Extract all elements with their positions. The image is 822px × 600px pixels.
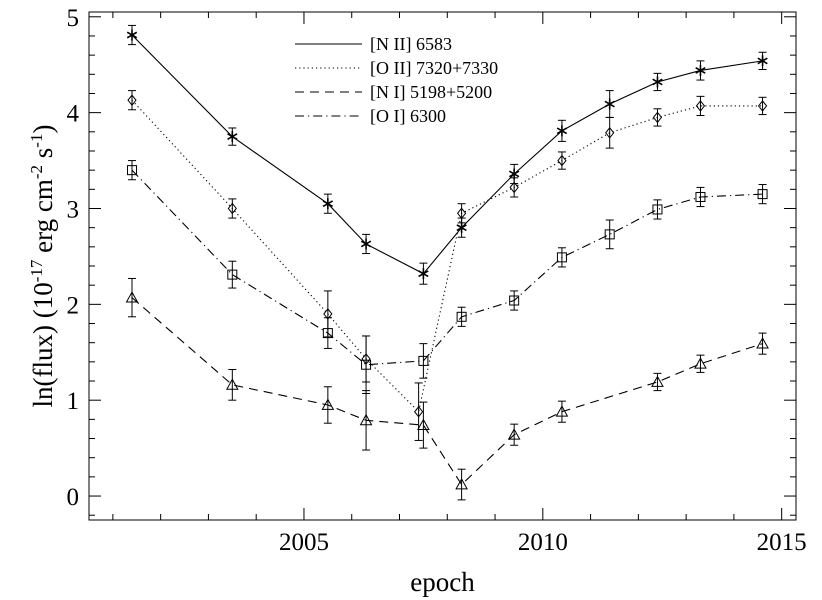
- asterisk-stroke: [418, 270, 429, 278]
- series-group: [126, 160, 768, 394]
- asterisk-stroke: [322, 200, 334, 208]
- asterisk-stroke: [360, 240, 372, 248]
- asterisk-stroke: [508, 170, 520, 178]
- triangle-marker: [321, 398, 335, 410]
- y-axis-label-unit: s: [28, 148, 58, 165]
- asterisk-stroke: [126, 31, 138, 39]
- y-tick-label: 1: [67, 388, 80, 415]
- series-layer: [125, 24, 769, 501]
- triangle-marker: [417, 418, 430, 431]
- legend-label: [O II] 7320+7330: [370, 58, 498, 78]
- triangle-marker: [756, 337, 769, 349]
- diamond-marker: [413, 405, 424, 418]
- square-marker: [604, 229, 615, 240]
- diamond-marker: [227, 202, 237, 215]
- legend: [N II] 6583 [O II] 7320+7330 [N I] 5198+52…: [295, 34, 498, 126]
- asterisk-stroke: [556, 127, 568, 135]
- diamond-marker: [605, 126, 615, 139]
- x-axis-label: epoch: [410, 567, 475, 597]
- asterisk-marker: [695, 64, 706, 76]
- asterisk-marker: [322, 198, 334, 210]
- y-tick-label: 0: [67, 484, 80, 511]
- asterisk-marker: [604, 98, 615, 110]
- triangle-marker: [125, 291, 139, 303]
- y-tick-label: 3: [67, 196, 80, 223]
- legend-label: [N I] 5198+5200: [370, 82, 492, 102]
- series-line: [131, 169, 763, 366]
- asterisk-marker: [757, 55, 768, 67]
- asterisk-marker: [126, 29, 138, 41]
- triangle-marker: [694, 357, 707, 369]
- asterisk-marker: [556, 125, 568, 137]
- y-axis-label-main: ln(flux) (10: [28, 282, 58, 407]
- triangle-marker: [225, 378, 239, 390]
- square-marker: [757, 189, 768, 200]
- square-marker: [322, 328, 333, 339]
- diamond-marker: [695, 100, 706, 112]
- x-tick-label: 2015: [757, 529, 807, 556]
- y-tick-label: 4: [67, 101, 80, 128]
- asterisk-marker: [360, 238, 372, 250]
- y-axis-label-exponent: -1: [27, 134, 46, 148]
- series-group: [125, 277, 769, 501]
- square-marker: [556, 252, 567, 263]
- triangle-marker: [651, 375, 664, 387]
- diamond-marker: [509, 181, 519, 194]
- x-tick-label: 2010: [518, 529, 568, 556]
- asterisk-stroke: [652, 78, 663, 86]
- square-marker: [361, 359, 372, 370]
- triangle-marker: [555, 405, 569, 417]
- asterisk-marker: [652, 76, 663, 88]
- asterisk-stroke: [604, 100, 615, 108]
- legend-label: [N II] 6583: [370, 34, 452, 54]
- diamond-marker: [757, 100, 768, 112]
- square-marker: [509, 295, 520, 306]
- triangle-marker: [507, 428, 521, 440]
- ticks: 2005 2010 2015 0 1 2 3 4 5: [67, 5, 807, 556]
- y-axis-label-end: ): [28, 125, 58, 134]
- triangle-marker: [359, 413, 373, 426]
- square-marker: [227, 269, 238, 280]
- x-tick-label: 2005: [279, 529, 329, 556]
- legend-label: [O I] 6300: [370, 106, 446, 126]
- diamond-marker: [652, 111, 663, 124]
- y-tick-label: 5: [67, 5, 80, 32]
- series-line: [131, 297, 763, 486]
- triangle-marker: [455, 478, 468, 490]
- square-marker: [418, 355, 429, 366]
- square-marker: [695, 191, 706, 202]
- y-tick-label: 2: [67, 292, 80, 319]
- asterisk-marker: [227, 131, 238, 143]
- y-axis-label-unit: erg cm: [28, 179, 58, 259]
- series-line: [131, 99, 763, 413]
- diamond-marker: [127, 94, 137, 106]
- square-marker: [456, 311, 467, 322]
- square-marker: [126, 165, 137, 176]
- series-group: [127, 90, 768, 441]
- diamond-marker: [557, 154, 567, 167]
- asterisk-stroke: [695, 67, 706, 74]
- y-axis-label-exponent: -2: [27, 165, 46, 179]
- diamond-marker: [456, 207, 467, 220]
- asterisk-marker: [418, 268, 429, 280]
- y-axis-label: ln(flux) (10-17 erg cm-2 s-1): [27, 125, 58, 408]
- square-marker: [652, 204, 663, 215]
- asterisk-stroke: [757, 57, 768, 65]
- y-axis-label-exponent: -17: [27, 259, 46, 282]
- asterisk-stroke: [227, 133, 238, 141]
